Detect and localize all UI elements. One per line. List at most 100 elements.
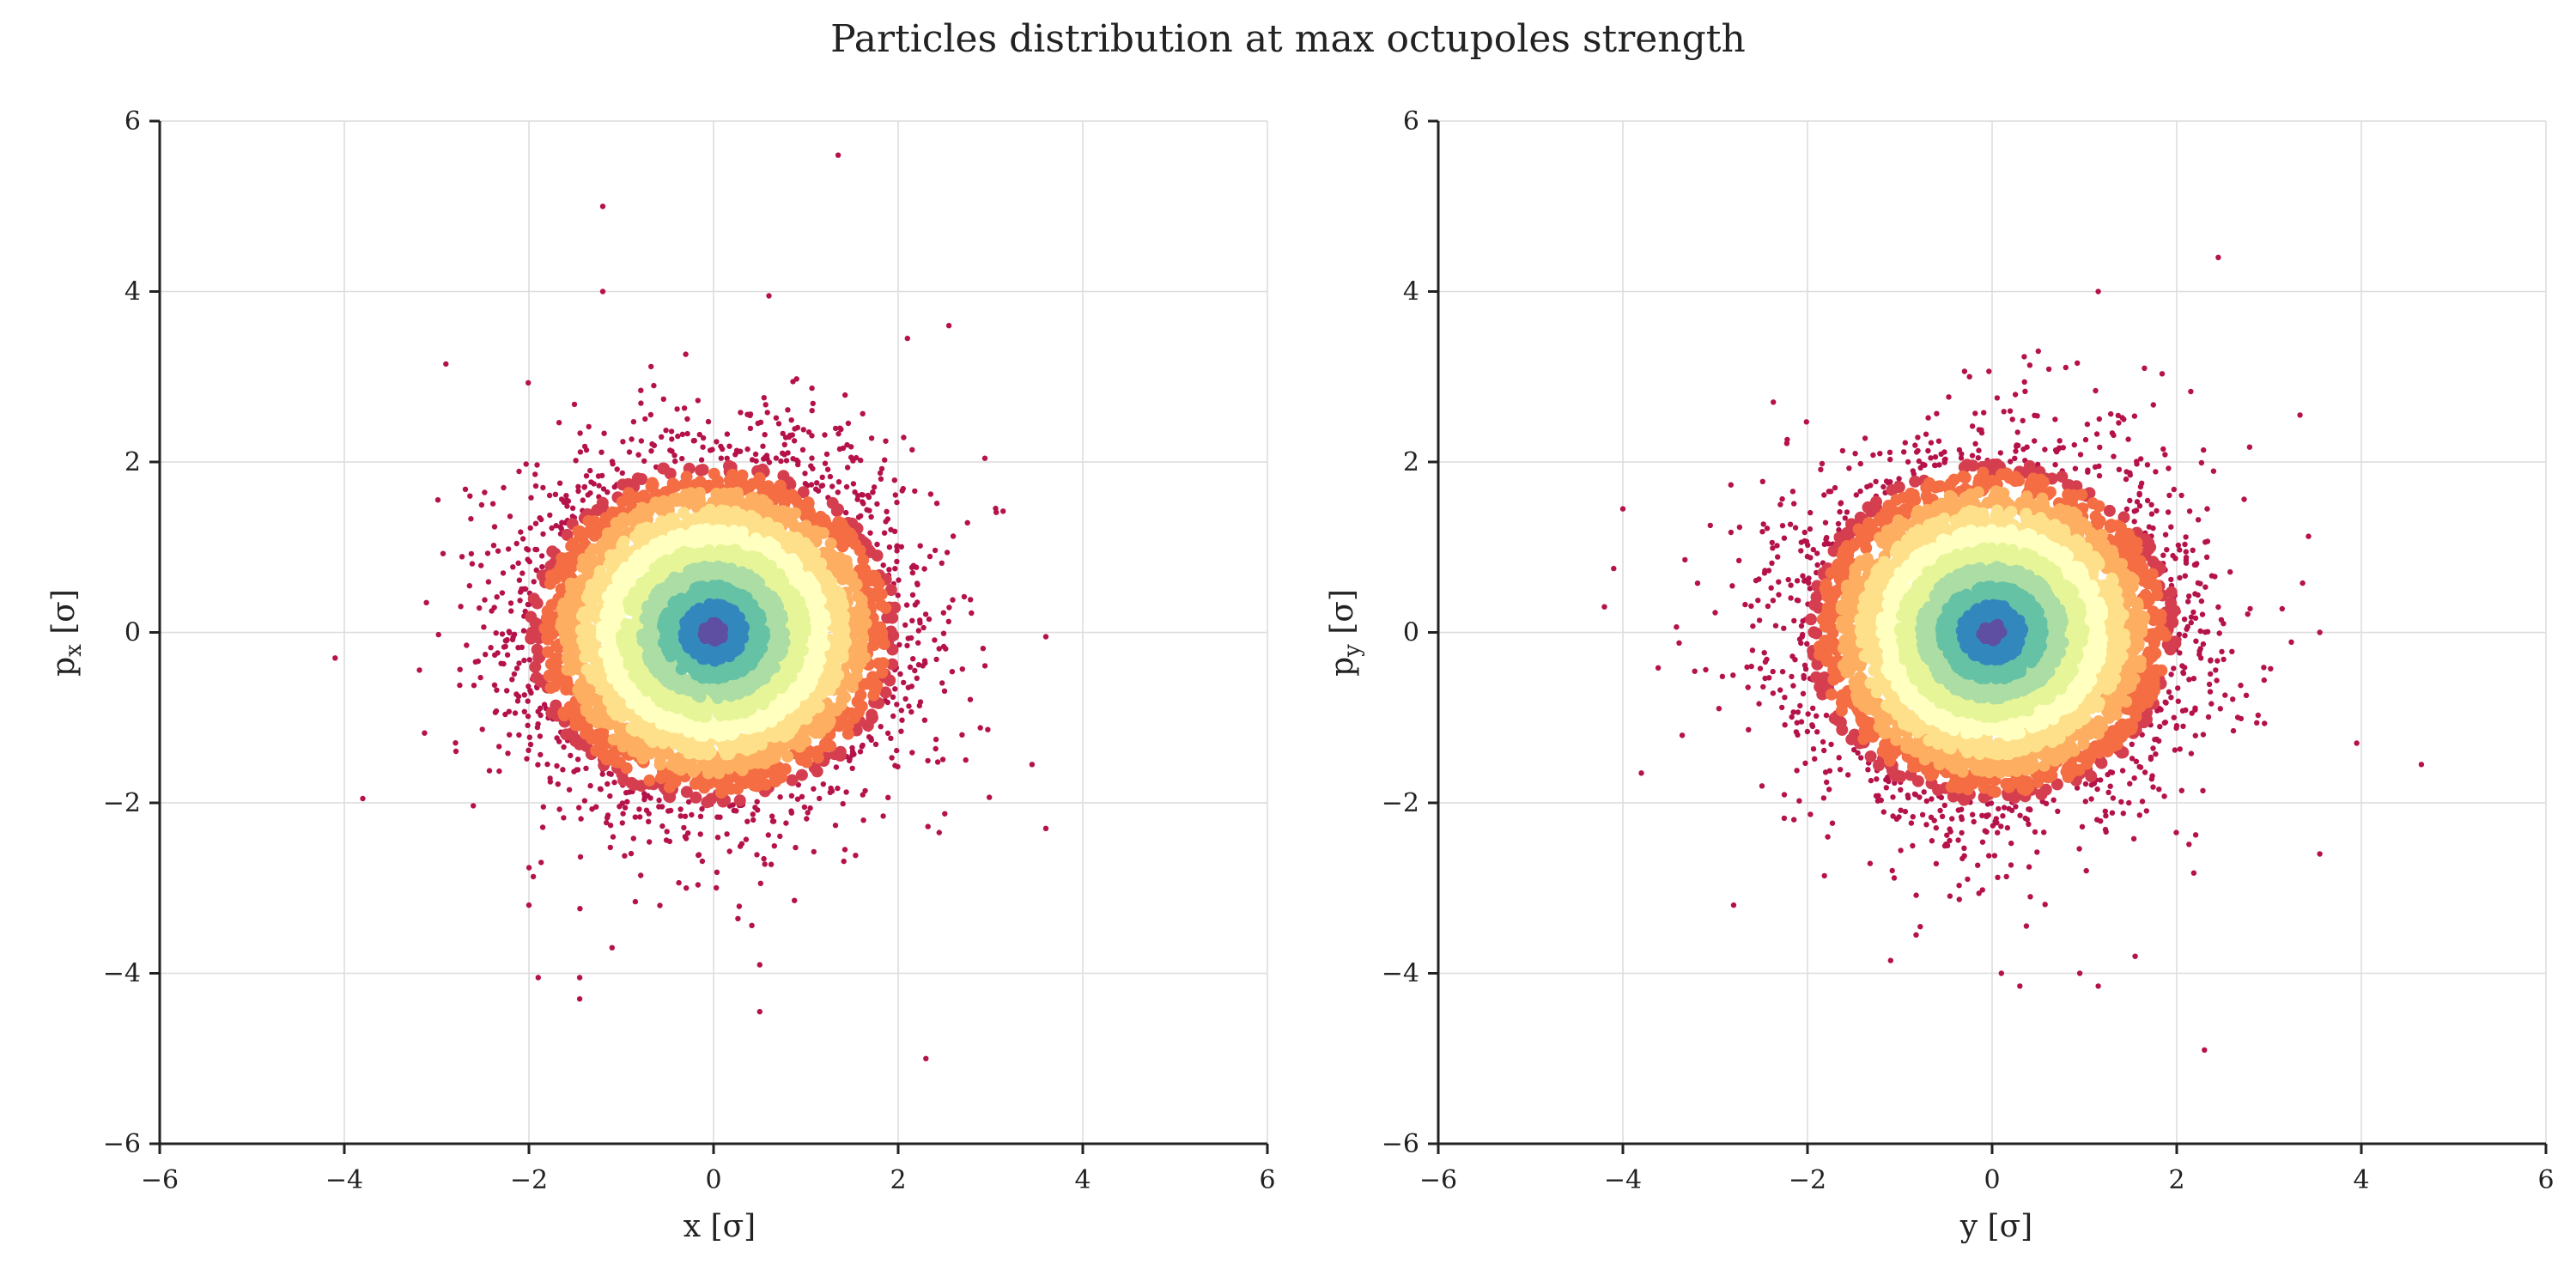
data-point [525, 698, 531, 704]
data-point [880, 813, 886, 819]
data-point [788, 793, 795, 799]
data-point [510, 564, 516, 570]
data-point [664, 829, 670, 835]
data-point [683, 885, 690, 891]
data-point [478, 562, 484, 568]
data-point [967, 696, 974, 702]
data-point [764, 410, 770, 416]
data-point [332, 655, 338, 661]
data-point [753, 458, 759, 465]
data-point [496, 768, 502, 775]
data-point [827, 473, 834, 480]
data-point [607, 793, 613, 799]
data-point [871, 484, 878, 490]
data-point [845, 420, 852, 427]
data-point [471, 803, 477, 809]
data-point [980, 646, 987, 652]
data-point [736, 903, 743, 909]
data-point [860, 410, 866, 416]
data-point [790, 379, 796, 385]
data-point [501, 660, 507, 667]
data-point [459, 554, 465, 560]
data-point [886, 658, 899, 671]
data-point [895, 592, 901, 598]
data-point [453, 740, 459, 746]
data-point [578, 816, 584, 822]
data-point [508, 608, 514, 614]
data-point [912, 488, 918, 495]
data-point [838, 426, 844, 433]
data-point [949, 669, 956, 675]
data-point [504, 652, 511, 658]
data-point [684, 430, 690, 437]
data-point [897, 671, 903, 677]
data-point [775, 421, 782, 427]
data-point [475, 658, 481, 665]
data-point [884, 508, 890, 514]
data-point [489, 501, 496, 507]
data-point [892, 762, 898, 769]
data-point [809, 455, 815, 461]
data-point [519, 536, 526, 542]
data-point [768, 861, 775, 867]
data-point [735, 915, 741, 922]
data-point [882, 457, 888, 463]
data-point [892, 566, 898, 572]
data-point [569, 505, 576, 511]
data-point [908, 708, 914, 715]
data-point [469, 561, 476, 567]
data-point [921, 658, 928, 664]
data-point [864, 507, 870, 513]
data-point [905, 635, 911, 641]
data-point [509, 677, 515, 683]
data-point [872, 657, 885, 670]
data-point [599, 771, 605, 777]
data-point [917, 617, 923, 623]
data-point [892, 686, 898, 692]
data-point [496, 744, 502, 750]
data-point [902, 622, 908, 629]
data-point [526, 380, 532, 386]
data-point [841, 847, 848, 853]
data-point [830, 505, 843, 518]
data-point [695, 464, 708, 477]
data-point [520, 628, 527, 634]
data-point [987, 794, 993, 800]
data-point [538, 553, 545, 559]
data-point [554, 762, 560, 769]
data-point [482, 597, 488, 603]
data-point [464, 642, 470, 648]
data-point [524, 756, 530, 762]
data-point [792, 897, 798, 903]
data-point [822, 460, 829, 466]
data-point [541, 702, 548, 708]
data-point [755, 420, 761, 427]
data-point [860, 501, 866, 507]
data-point [511, 631, 518, 637]
data-point [714, 814, 720, 820]
data-point [836, 446, 843, 453]
data-point [628, 850, 635, 857]
data-point [499, 631, 506, 637]
data-point [823, 451, 830, 458]
data-point [544, 761, 550, 768]
data-point [504, 688, 510, 694]
data-point [809, 408, 815, 414]
data-point [788, 808, 794, 814]
data-point [801, 804, 808, 811]
data-point [874, 541, 880, 548]
data-point [632, 814, 638, 820]
data-point [550, 572, 562, 585]
data-point [678, 478, 691, 490]
data-point [781, 452, 787, 458]
data-point [866, 708, 878, 721]
data-point [542, 646, 554, 659]
data-point [529, 660, 542, 673]
data-point [527, 525, 533, 532]
data-point [648, 448, 654, 454]
data-point [635, 452, 641, 458]
data-point [959, 666, 966, 672]
data-point [857, 749, 864, 755]
data-point [860, 742, 866, 749]
data-point [809, 385, 815, 392]
